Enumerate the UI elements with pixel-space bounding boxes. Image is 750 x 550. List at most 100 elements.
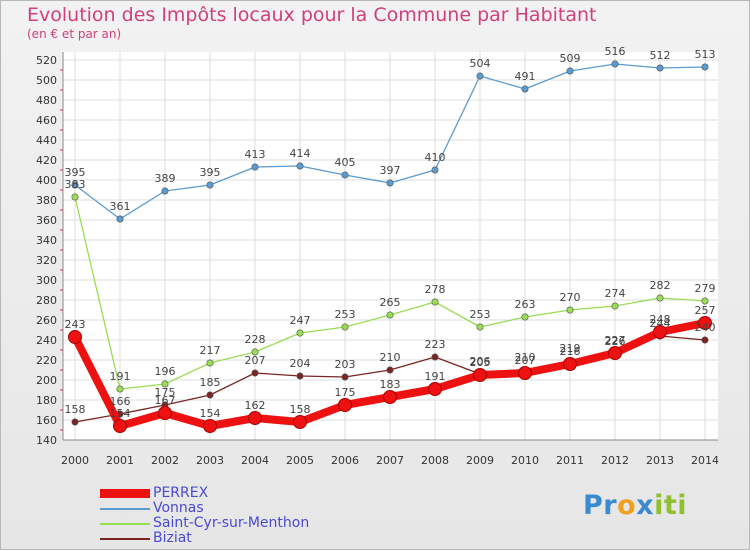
data-label-perrex: 227 — [605, 334, 626, 347]
data-label-vonnas: 512 — [650, 49, 671, 62]
data-label-perrex: 205 — [470, 356, 491, 369]
data-label-biziat: 244 — [650, 317, 671, 330]
data-label-saint-cyr-sur-menthon: 217 — [200, 344, 221, 357]
data-label-perrex: 158 — [290, 403, 311, 416]
data-label-vonnas: 389 — [155, 172, 176, 185]
data-label-perrex: 175 — [335, 386, 356, 399]
data-label-saint-cyr-sur-menthon: 278 — [425, 283, 446, 296]
data-point-saint-cyr-sur-menthon — [71, 193, 79, 201]
data-point-perrex — [653, 325, 667, 339]
x-tick-label: 2001 — [106, 454, 134, 467]
x-tick-label: 2014 — [691, 454, 719, 467]
grid — [63, 52, 718, 441]
y-tick-label: 460 — [36, 114, 57, 127]
x-tick-label: 2009 — [466, 454, 494, 467]
data-label-vonnas: 395 — [200, 166, 221, 179]
x-tick-label: 2002 — [151, 454, 179, 467]
data-point-vonnas — [656, 64, 664, 72]
data-label-biziat: 175 — [155, 386, 176, 399]
data-point-saint-cyr-sur-menthon — [566, 306, 574, 314]
data-point-saint-cyr-sur-menthon — [521, 313, 529, 321]
legend-swatch — [100, 489, 150, 498]
legend-swatch — [100, 538, 150, 540]
data-label-vonnas: 410 — [425, 151, 446, 164]
data-label-biziat: 158 — [65, 403, 86, 416]
data-label-perrex: 191 — [425, 370, 446, 383]
data-point-perrex — [563, 357, 577, 371]
data-point-saint-cyr-sur-menthon — [206, 359, 214, 367]
data-label-saint-cyr-sur-menthon: 383 — [65, 178, 86, 191]
data-label-biziat: 226 — [605, 335, 626, 348]
data-point-biziat — [71, 418, 79, 426]
data-label-biziat: 204 — [290, 357, 311, 370]
data-label-saint-cyr-sur-menthon: 274 — [605, 287, 626, 300]
x-tick-label: 2013 — [646, 454, 674, 467]
data-point-perrex — [473, 368, 487, 382]
data-point-vonnas — [341, 171, 349, 179]
line-chart: 140 160 180 200 220 240 260 280 300 320 340 360 380 4… — [36, 45, 719, 467]
x-tick-label: 2004 — [241, 454, 269, 467]
y-tick-label: 220 — [36, 354, 57, 367]
x-tick-label: 2005 — [286, 454, 314, 467]
y-tick-label: 160 — [36, 414, 57, 427]
data-point-saint-cyr-sur-menthon — [386, 311, 394, 319]
data-label-biziat: 210 — [515, 351, 536, 364]
data-point-vonnas — [161, 187, 169, 195]
data-point-vonnas — [206, 181, 214, 189]
data-label-perrex: 167 — [155, 394, 176, 407]
y-tick-label: 280 — [36, 294, 57, 307]
data-point-vonnas — [116, 215, 124, 223]
data-point-vonnas — [71, 181, 79, 189]
data-label-perrex: 154 — [200, 407, 221, 420]
data-label-perrex: 154 — [110, 407, 131, 420]
data-label-perrex: 243 — [65, 318, 86, 331]
data-label-saint-cyr-sur-menthon: 282 — [650, 279, 671, 292]
x-tick-label: 2010 — [511, 454, 539, 467]
data-label-saint-cyr-sur-menthon: 253 — [470, 308, 491, 321]
data-point-perrex — [203, 419, 217, 433]
y-tick-label: 400 — [36, 174, 57, 187]
x-tick-label: 2007 — [376, 454, 404, 467]
axes: 140 160 180 200 220 240 260 280 300 320 340 360 380 4… — [36, 52, 719, 467]
data-point-saint-cyr-sur-menthon — [116, 385, 124, 393]
x-tick-label: 2006 — [331, 454, 359, 467]
data-point-vonnas — [611, 60, 619, 68]
data-point-saint-cyr-sur-menthon — [296, 329, 304, 337]
data-label-saint-cyr-sur-menthon: 196 — [155, 365, 176, 378]
y-tick-label: 300 — [36, 274, 57, 287]
data-label-biziat: 240 — [695, 321, 716, 334]
data-point-saint-cyr-sur-menthon — [341, 323, 349, 331]
data-point-saint-cyr-sur-menthon — [161, 380, 169, 388]
series-group — [68, 60, 712, 433]
data-label-saint-cyr-sur-menthon: 191 — [110, 370, 131, 383]
data-label-perrex: 162 — [245, 399, 266, 412]
y-tick-label: 200 — [36, 374, 57, 387]
y-tick-label: 140 — [36, 434, 57, 447]
y-tick-label: 260 — [36, 314, 57, 327]
data-label-saint-cyr-sur-menthon: 270 — [560, 291, 581, 304]
data-label-biziat: 203 — [335, 358, 356, 371]
data-label-vonnas: 414 — [290, 147, 311, 160]
data-point-biziat — [386, 366, 394, 374]
y-tick-label: 480 — [36, 94, 57, 107]
y-tick-label: 320 — [36, 254, 57, 267]
data-point-vonnas — [386, 179, 394, 187]
data-point-biziat — [251, 369, 259, 377]
data-point-vonnas — [566, 67, 574, 75]
data-label-biziat: 223 — [425, 338, 446, 351]
legend-label: Vonnas — [153, 500, 204, 516]
chart-subtitle: (en € et par an) — [27, 27, 122, 41]
data-label-vonnas: 504 — [470, 57, 491, 70]
data-point-biziat — [431, 353, 439, 361]
data-point-perrex — [293, 415, 307, 429]
data-point-perrex — [383, 390, 397, 404]
data-label-biziat: 219 — [560, 342, 581, 355]
data-point-perrex — [608, 346, 622, 360]
x-tick-label: 2000 — [61, 454, 89, 467]
data-label-vonnas: 405 — [335, 156, 356, 169]
data-label-vonnas: 361 — [110, 200, 131, 213]
data-label-vonnas: 413 — [245, 148, 266, 161]
data-point-vonnas — [431, 166, 439, 174]
data-point-biziat — [206, 391, 214, 399]
legend-swatch — [100, 523, 150, 525]
